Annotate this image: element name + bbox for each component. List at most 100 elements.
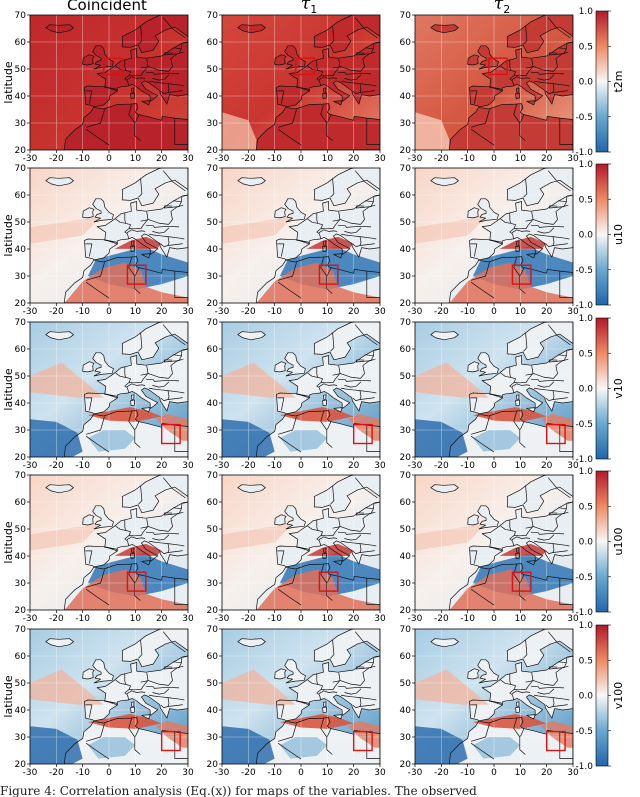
colorbar-tick-label: -0.5 [575, 113, 593, 123]
panel-content [222, 168, 380, 303]
country-border [296, 239, 309, 243]
colorbar-t2m: -1.0 -0.5 0.0 0.5 1.0 t2m [575, 7, 625, 158]
country-border [354, 477, 378, 499]
land-mass [237, 177, 266, 186]
y-tick-label: 20 [207, 299, 219, 309]
coastline [255, 563, 380, 610]
y-tick-label: 30 [207, 272, 219, 282]
y-tick-label: 20 [15, 606, 27, 616]
country-border [128, 672, 149, 691]
land-mass [526, 100, 536, 105]
positive-field [449, 569, 573, 610]
country-border [320, 257, 333, 294]
x-tick-label: -20 [434, 154, 449, 164]
country-border [86, 569, 105, 588]
country-border [523, 332, 528, 352]
country-border [513, 411, 526, 448]
coastline [430, 24, 459, 34]
coastline [333, 253, 343, 259]
country-border [307, 679, 323, 700]
y-tick-label: 60 [400, 38, 412, 48]
panel-content [415, 322, 573, 457]
region-box [545, 423, 566, 445]
country-border [320, 104, 333, 141]
land-mass [333, 714, 343, 719]
x-tick-label: 30 [567, 614, 579, 624]
country-border [126, 536, 146, 541]
country-border [320, 564, 333, 601]
country-border [318, 690, 338, 695]
colorbar-gradient [595, 10, 609, 153]
y-tick-label: 30 [400, 733, 412, 743]
country-border [552, 90, 568, 93]
land-mass [122, 322, 188, 360]
x-tick-label: -30 [215, 614, 230, 624]
country-border [332, 680, 361, 686]
map-panel-t2m-2: -30 -20 -10 0 10 20 30 20 30 40 50 60 70 [207, 11, 386, 164]
y-tick-label: 70 [15, 164, 27, 174]
colorbar-tick-label: 0.0 [579, 385, 594, 395]
country-border [128, 518, 149, 537]
x-tick-label: 10 [322, 614, 334, 624]
country-border [174, 732, 188, 759]
positive-band [279, 407, 354, 422]
x-tick-label: 30 [567, 307, 579, 317]
country-border [373, 196, 375, 202]
country-border [470, 742, 495, 760]
country-border [326, 728, 332, 737]
region-box [545, 730, 566, 752]
region-box [318, 571, 339, 592]
country-border [548, 200, 567, 209]
column-title-tau1: τ1 [224, 0, 394, 16]
x-tick-label: 0 [106, 154, 112, 164]
coastline [526, 560, 536, 566]
land-mass [507, 322, 573, 360]
grid-lines [415, 168, 573, 303]
coastline [448, 563, 573, 610]
y-tick-label: 70 [15, 625, 27, 635]
country-border [567, 655, 573, 658]
map-panel-u10-2: -30 -20 -10 0 10 20 30 20 30 40 50 60 70 [207, 164, 386, 317]
country-border [559, 425, 573, 452]
land-mass [141, 100, 151, 105]
x-tick-label: 10 [130, 768, 142, 778]
land-mass [314, 15, 380, 53]
coastlines [430, 168, 573, 303]
country-border [547, 477, 571, 499]
land-mass [333, 100, 343, 105]
coastline [45, 484, 74, 494]
x-tick-label: -30 [408, 614, 423, 624]
coastlines [237, 168, 380, 303]
x-tick-label: 10 [130, 461, 142, 471]
land-mass [430, 24, 459, 33]
y-tick-label: 70 [207, 625, 219, 635]
panel-content [30, 15, 188, 150]
map-panel-v10-3: -30 -20 -10 0 10 20 30 20 30 40 50 60 70 [400, 318, 579, 471]
colorbar-u10: -1.0 -0.5 0.0 0.5 1.0 u10 [575, 160, 625, 311]
country-border [162, 17, 186, 39]
coastline [430, 331, 459, 341]
y-tick-label: 60 [207, 38, 219, 48]
country-border [567, 501, 573, 504]
country-border [148, 694, 185, 701]
land-mass [333, 407, 343, 412]
country-border [366, 732, 380, 759]
country-border [489, 546, 502, 550]
x-tick-label: -10 [267, 154, 282, 164]
land-mass [131, 87, 134, 93]
country-border [148, 80, 185, 87]
positive-field [499, 236, 547, 249]
country-border [519, 267, 525, 276]
positive-field [415, 362, 489, 398]
y-tick-label: 30 [207, 733, 219, 743]
panel-content [415, 629, 573, 764]
country-border [145, 224, 180, 228]
country-border [316, 212, 318, 224]
country-border [296, 393, 309, 397]
y-tick-label: 30 [207, 579, 219, 589]
country-border [320, 58, 341, 77]
country-border [513, 564, 526, 601]
land-mass [516, 701, 519, 707]
x-tick-label: 10 [322, 307, 334, 317]
x-tick-label: 20 [541, 461, 553, 471]
